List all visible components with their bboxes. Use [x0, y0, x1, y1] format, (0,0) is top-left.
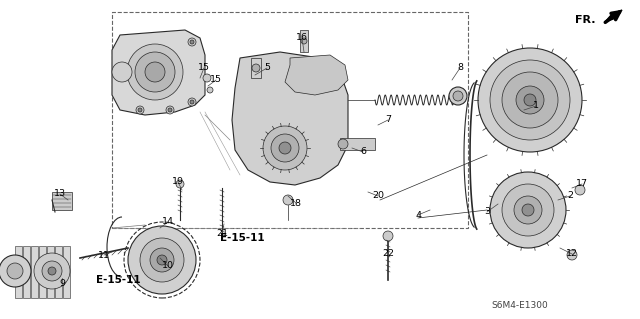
Circle shape	[502, 72, 558, 128]
Circle shape	[514, 196, 542, 224]
Circle shape	[453, 91, 463, 101]
Text: 5: 5	[264, 63, 270, 72]
Bar	[55, 246, 62, 298]
Bar	[15, 246, 22, 298]
Polygon shape	[112, 30, 205, 115]
Text: 16: 16	[296, 33, 308, 42]
Circle shape	[190, 40, 194, 44]
Text: 6: 6	[360, 147, 366, 157]
Polygon shape	[232, 52, 348, 185]
Circle shape	[34, 253, 70, 289]
Text: 17: 17	[576, 180, 588, 189]
Text: 8: 8	[457, 63, 463, 72]
Text: E-15-11: E-15-11	[220, 233, 264, 243]
Circle shape	[449, 87, 467, 105]
Text: 12: 12	[566, 249, 578, 258]
Circle shape	[478, 48, 582, 152]
Circle shape	[502, 184, 554, 236]
Circle shape	[135, 52, 175, 92]
Bar	[112, 12, 468, 228]
Text: 1: 1	[533, 101, 539, 110]
Circle shape	[188, 38, 196, 46]
Bar	[52, 192, 72, 210]
Text: E-15-11: E-15-11	[96, 275, 140, 285]
Circle shape	[490, 172, 566, 248]
Circle shape	[150, 248, 174, 272]
Text: FR.: FR.	[575, 15, 595, 25]
Circle shape	[7, 263, 23, 279]
Circle shape	[279, 142, 291, 154]
Text: 4: 4	[415, 211, 421, 219]
Circle shape	[188, 98, 196, 106]
Text: 10: 10	[162, 262, 174, 271]
Bar	[23, 246, 30, 298]
Text: 11: 11	[98, 250, 110, 259]
Circle shape	[136, 106, 144, 114]
Bar	[31, 246, 38, 298]
Text: 19: 19	[172, 177, 184, 187]
Bar	[251, 58, 261, 78]
Text: 3: 3	[484, 207, 490, 217]
Bar	[39, 246, 46, 298]
Bar	[63, 246, 70, 298]
Text: 21: 21	[216, 229, 228, 239]
Circle shape	[190, 100, 194, 104]
Circle shape	[0, 255, 31, 287]
Text: 15: 15	[198, 63, 210, 72]
Bar	[47, 246, 54, 298]
Circle shape	[207, 87, 213, 93]
Circle shape	[524, 94, 536, 106]
Circle shape	[145, 62, 165, 82]
Text: 13: 13	[54, 189, 66, 198]
Circle shape	[127, 44, 183, 100]
Circle shape	[203, 74, 211, 82]
Circle shape	[516, 86, 544, 114]
Circle shape	[138, 108, 142, 112]
Circle shape	[567, 250, 577, 260]
Text: 14: 14	[162, 218, 174, 226]
Circle shape	[301, 38, 307, 44]
Circle shape	[283, 195, 293, 205]
Circle shape	[263, 126, 307, 170]
Circle shape	[42, 261, 62, 281]
Text: 22: 22	[382, 249, 394, 257]
Text: 9: 9	[59, 279, 65, 288]
Circle shape	[490, 60, 570, 140]
Text: 18: 18	[290, 198, 302, 207]
Text: 2: 2	[567, 191, 573, 201]
Circle shape	[48, 267, 56, 275]
Circle shape	[140, 238, 184, 282]
Circle shape	[166, 106, 174, 114]
Bar	[300, 30, 308, 52]
Bar	[340, 138, 375, 150]
Circle shape	[522, 204, 534, 216]
Circle shape	[157, 255, 167, 265]
Circle shape	[252, 64, 260, 72]
Circle shape	[112, 62, 132, 82]
Polygon shape	[605, 10, 622, 22]
Circle shape	[575, 185, 585, 195]
Text: 7: 7	[385, 115, 391, 124]
Circle shape	[338, 139, 348, 149]
Circle shape	[168, 108, 172, 112]
Circle shape	[128, 226, 196, 294]
Circle shape	[176, 180, 184, 188]
Polygon shape	[285, 55, 348, 95]
Text: 20: 20	[372, 191, 384, 201]
Text: 15: 15	[210, 76, 222, 85]
Circle shape	[271, 134, 299, 162]
Circle shape	[383, 231, 393, 241]
Text: S6M4-E1300: S6M4-E1300	[492, 300, 548, 309]
